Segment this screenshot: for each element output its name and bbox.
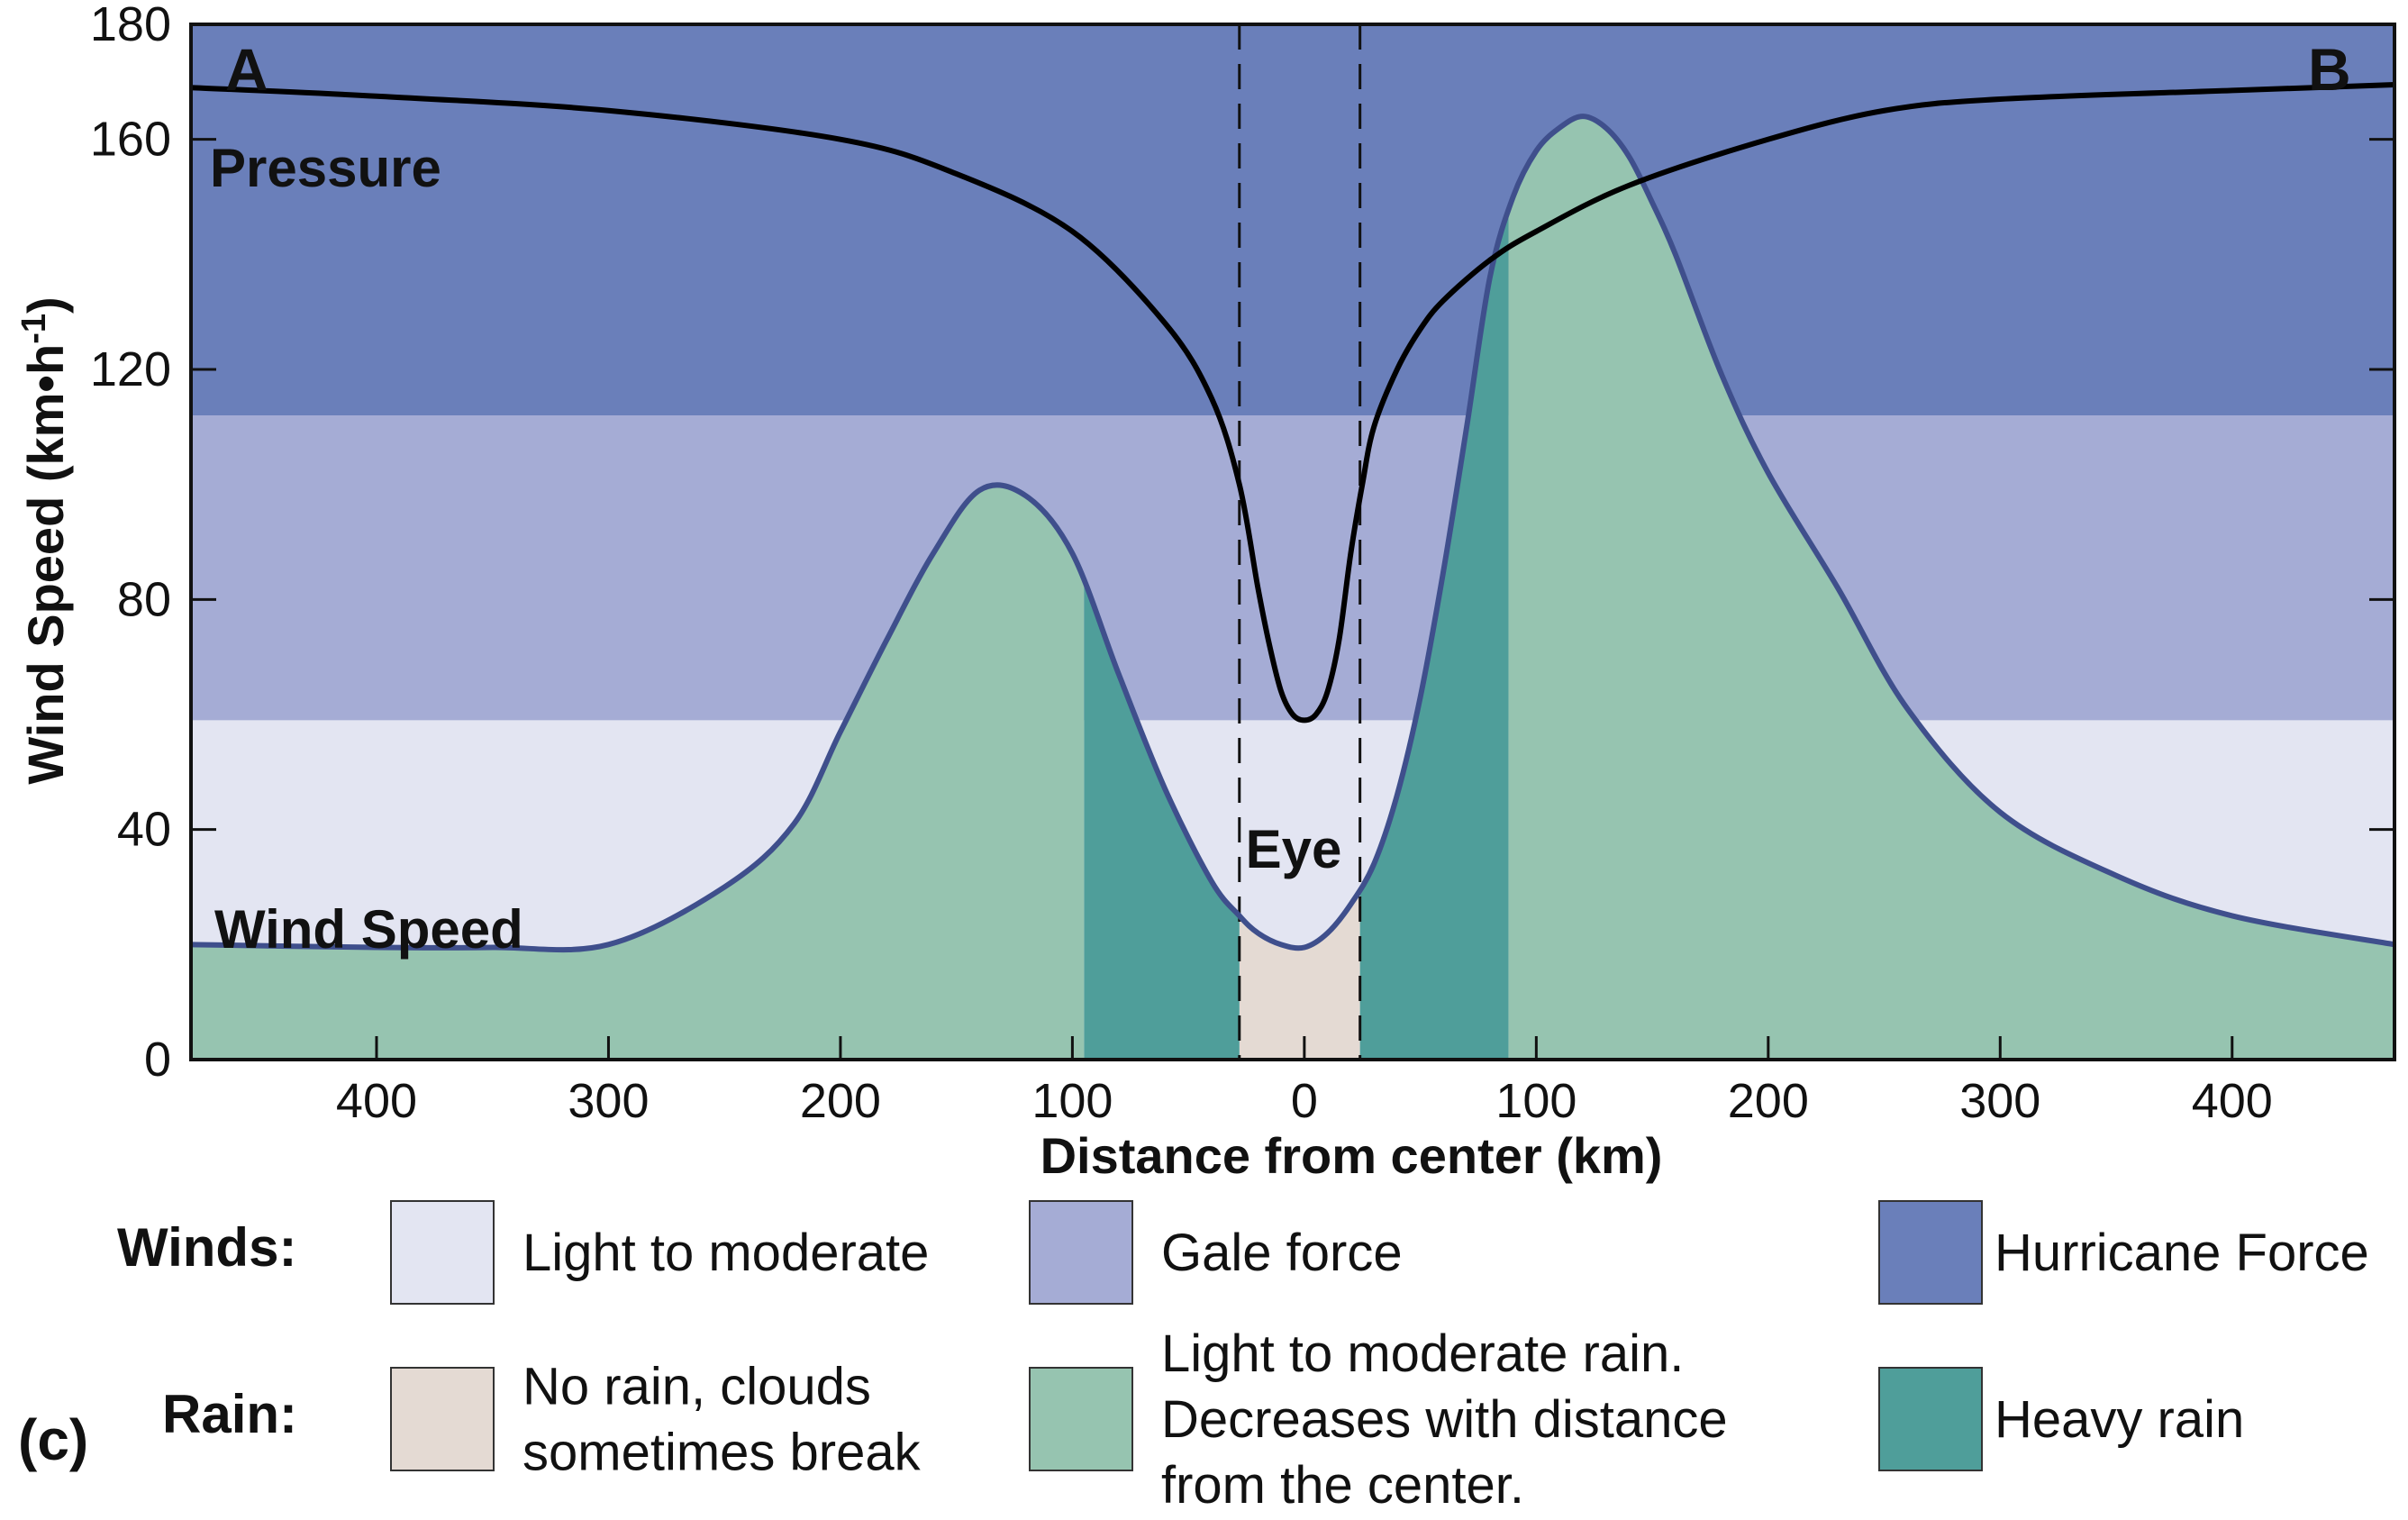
x-tick-label: 400 — [2192, 1074, 2273, 1128]
wind-speed-line — [190, 114, 2395, 953]
plot-frame — [189, 23, 2396, 1061]
plot-border — [189, 23, 2396, 1061]
wind-band-3 — [191, 24, 2394, 416]
y-tick-label: 180 — [90, 0, 171, 51]
wind-speed-bands — [191, 24, 2394, 1060]
legend-rain-2-label: Decreases with distance — [1161, 1390, 1728, 1449]
y-tick-label: 120 — [90, 342, 171, 396]
x-tick-label: 100 — [1031, 1074, 1113, 1128]
y-tick-label: 0 — [144, 1033, 171, 1087]
corner-label-a: A — [225, 36, 268, 103]
wind-band-2 — [191, 415, 2394, 721]
legend-items: Light to moderate Gale force Hurricane For… — [390, 1200, 2369, 1515]
eye-label: Eye — [1246, 819, 1342, 879]
y-tick-label: 40 — [117, 803, 171, 857]
corner-label-b: B — [2308, 36, 2351, 103]
legend-rain-2-swatch — [1029, 1367, 1133, 1471]
pressure-label: Pressure — [210, 138, 441, 198]
legend-wind-1-swatch — [390, 1200, 495, 1305]
legend-rain-heading: Rain: — [162, 1384, 297, 1444]
x-tick-label: 200 — [800, 1074, 881, 1128]
pressure-line — [190, 82, 2395, 724]
x-tick-label: 100 — [1495, 1074, 1577, 1128]
x-tick-label: 0 — [1291, 1074, 1318, 1128]
x-tick-label: 200 — [1728, 1074, 1809, 1128]
legend: Winds: Rain: (c) Light to moderate Gale f… — [18, 1200, 2369, 1515]
x-tick-label: 300 — [1959, 1074, 2040, 1128]
x-tick-label: 300 — [568, 1074, 649, 1128]
legend-rain-2-label: from the center. — [1161, 1456, 1524, 1515]
legend-wind-3-label: Hurricane Force — [1995, 1224, 2369, 1282]
axes: 0 40 80 120 160 180 400 300 200 100 0 100 200 300 400 — [90, 0, 2394, 1128]
y-tick-label: 80 — [117, 572, 171, 626]
y-tick-label: 160 — [90, 113, 171, 167]
x-axis-title: Distance from center (km) — [1040, 1127, 1663, 1184]
legend-winds-heading: Winds: — [117, 1217, 296, 1278]
rain-zone-2 — [1084, 579, 1240, 1060]
legend-rain-3-label: Heavy rain — [1995, 1390, 2244, 1449]
panel-label: (c) — [18, 1407, 88, 1472]
legend-rain-2-label: Light to moderate rain. — [1161, 1324, 1684, 1383]
legend-wind-1-label: Light to moderate — [522, 1224, 929, 1282]
legend-rain-1-label: sometimes break — [522, 1424, 922, 1482]
legend-rain-3-swatch — [1878, 1367, 1983, 1471]
x-tick-label: 400 — [336, 1074, 417, 1128]
wind-speed-label: Wind Speed — [214, 899, 523, 960]
legend-rain-1-label: No rain, clouds — [522, 1358, 871, 1416]
legend-wind-2-label: Gale force — [1161, 1224, 1403, 1282]
eye-boundary-lines — [1238, 24, 1362, 1060]
legend-wind-3-swatch — [1878, 1200, 1983, 1305]
legend-rain-1-swatch — [390, 1367, 495, 1471]
rain-zone-4 — [191, 485, 1085, 1060]
legend-wind-2-swatch — [1029, 1200, 1133, 1305]
rain-zone-5 — [1508, 116, 2394, 1060]
y-axis-title: Wind Speed (km•h-1) — [15, 296, 74, 784]
data-series — [190, 82, 2395, 953]
